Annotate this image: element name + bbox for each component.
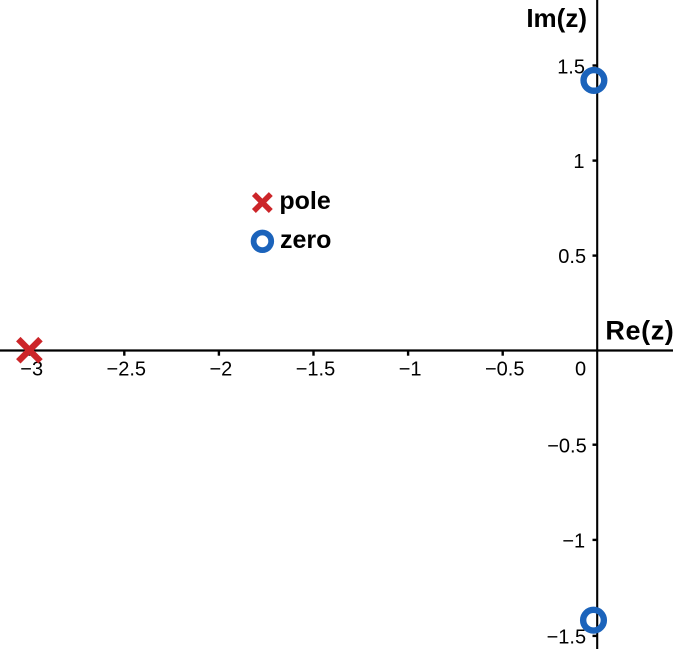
svg-text:pole: pole xyxy=(279,187,330,215)
svg-text:−0.5: −0.5 xyxy=(547,435,586,457)
svg-text:−1: −1 xyxy=(399,359,422,381)
svg-text:−3: −3 xyxy=(20,359,43,381)
svg-text:zero: zero xyxy=(280,226,331,254)
svg-text:−1.5: −1.5 xyxy=(296,359,335,381)
svg-text:−2: −2 xyxy=(209,359,232,381)
svg-text:−2.5: −2.5 xyxy=(107,359,146,381)
svg-text:Im(z): Im(z) xyxy=(526,3,587,33)
svg-text:−0.5: −0.5 xyxy=(485,359,524,381)
svg-text:−1: −1 xyxy=(562,531,585,553)
svg-text:0.5: 0.5 xyxy=(558,246,586,268)
svg-text:1.5: 1.5 xyxy=(557,56,585,78)
svg-text:0: 0 xyxy=(575,359,586,381)
svg-text:−1.5: −1.5 xyxy=(547,626,586,648)
svg-text:Re(z): Re(z) xyxy=(605,316,673,346)
svg-text:1: 1 xyxy=(573,151,584,173)
